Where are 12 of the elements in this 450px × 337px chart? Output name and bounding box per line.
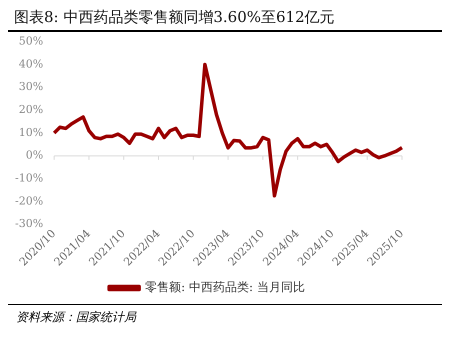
y-tick-label: -10% [14,172,44,185]
y-tick-label: 0% [26,148,44,162]
y-tick-label: 10% [18,126,44,139]
y-tick-label: 50% [18,34,44,48]
y-tick-label: 40% [18,57,44,70]
y-tick-label: 20% [18,102,44,116]
y-tick-label: -30% [14,217,44,230]
y-tick-label: 30% [18,80,44,94]
text: 资料来源：国家统计局 [8,304,442,326]
chart-title: 图表8: 中西药品类零售额同增3.60%至612亿元 [8,8,442,32]
legend-label: 零售额: 中西药品类: 当月同比 [145,280,305,294]
y-tick-label: -20% [14,194,44,208]
